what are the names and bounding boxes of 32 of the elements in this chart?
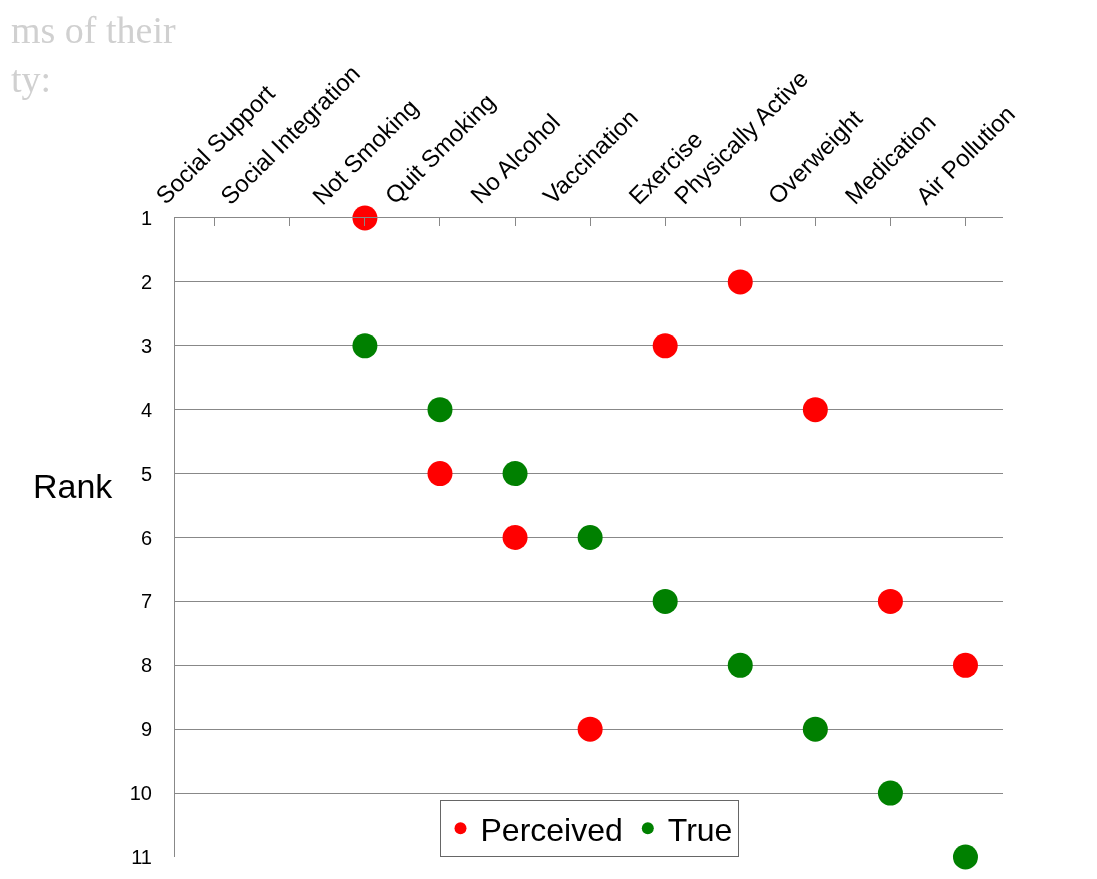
y-tick-label: 10 [129,782,152,805]
point [352,205,378,231]
legend-label: Perceived [480,811,623,848]
y-tick-label: 2 [140,270,152,293]
point [427,397,453,423]
point [502,525,528,550]
y-tick-label: 8 [140,654,152,677]
point [877,588,903,614]
point [877,780,903,806]
point [427,461,453,487]
point [502,461,528,487]
point [577,525,603,550]
legend-label: True [667,811,733,848]
point [727,652,753,678]
y-tick-label: 5 [140,462,152,485]
point [952,652,978,678]
point [652,333,678,359]
point [652,588,678,614]
y-tick-label: 7 [140,590,152,613]
y-tick-label: 6 [140,526,152,549]
y-tick-label: 11 [131,846,152,868]
point [577,716,603,742]
point [727,269,753,295]
y-tick-label: 1 [140,207,152,229]
y-tick-label: 9 [140,718,152,741]
point [802,397,828,423]
y-tick-label: 3 [140,334,152,357]
point [352,333,378,359]
point [802,716,828,742]
point [952,844,978,870]
y-tick-label: 4 [140,398,152,421]
y-axis-title: Rank [33,467,114,505]
